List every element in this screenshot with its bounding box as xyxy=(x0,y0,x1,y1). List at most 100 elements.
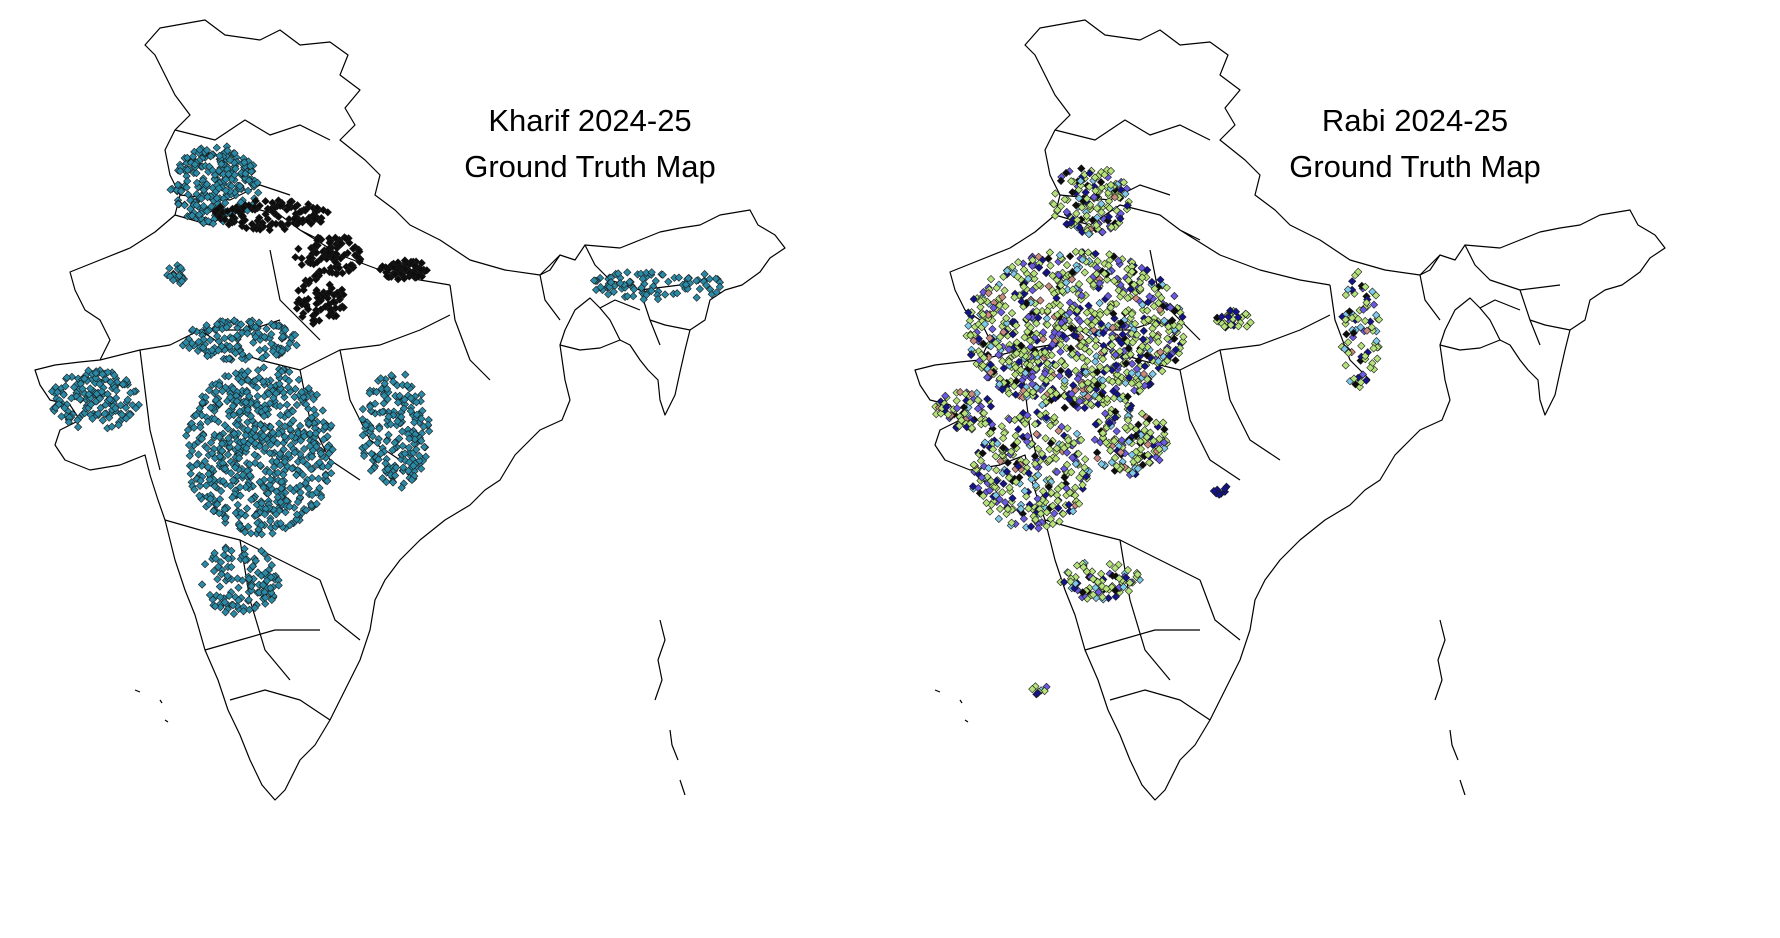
ground-truth-point xyxy=(1092,269,1101,279)
ground-truth-point xyxy=(262,324,271,334)
ground-truth-point xyxy=(1130,386,1139,395)
ground-truth-point xyxy=(936,409,946,418)
ground-truth-point xyxy=(992,476,1001,485)
ground-truth-point xyxy=(75,395,85,404)
ground-truth-point xyxy=(1031,481,1040,490)
ground-truth-point xyxy=(1047,488,1056,497)
ground-truth-point xyxy=(252,383,262,392)
ground-truth-point xyxy=(1154,357,1163,366)
ground-truth-point xyxy=(1367,323,1376,332)
kharif-map-title: Kharif 2024-25 Ground Truth Map xyxy=(420,98,760,190)
ground-truth-point xyxy=(254,588,264,597)
ground-truth-point xyxy=(206,438,216,447)
ground-truth-point xyxy=(176,263,185,272)
ground-truth-point xyxy=(1349,328,1358,338)
ground-truth-point xyxy=(210,482,219,491)
ground-truth-point xyxy=(273,439,282,448)
ground-truth-point xyxy=(1052,490,1062,500)
ground-truth-point xyxy=(1157,293,1166,303)
ground-truth-point xyxy=(647,268,656,277)
ground-truth-point xyxy=(1034,252,1043,261)
ground-truth-point xyxy=(1019,514,1029,523)
ground-truth-point xyxy=(257,530,266,539)
ground-truth-point xyxy=(1060,403,1069,412)
ground-truth-point xyxy=(380,379,389,388)
ground-truth-point xyxy=(221,514,230,523)
ground-truth-point xyxy=(203,351,212,361)
ground-truth-point xyxy=(261,210,270,219)
ground-truth-point xyxy=(1136,430,1146,440)
ground-truth-point xyxy=(1116,209,1125,218)
ground-truth-point xyxy=(986,274,996,284)
ground-truth-point xyxy=(1025,361,1035,370)
ground-truth-point xyxy=(1067,324,1076,333)
ground-truth-point xyxy=(1033,688,1043,698)
ground-truth-point xyxy=(313,236,322,245)
ground-truth-point xyxy=(957,416,966,425)
ground-truth-point xyxy=(1108,323,1117,332)
ground-truth-point xyxy=(1091,317,1100,326)
ground-truth-point xyxy=(290,202,300,212)
ground-truth-point xyxy=(254,373,264,382)
ground-truth-point xyxy=(242,444,251,453)
ground-truth-point xyxy=(227,562,236,572)
ground-truth-point xyxy=(985,507,995,516)
ground-truth-point xyxy=(390,471,400,480)
ground-truth-point xyxy=(1178,312,1187,322)
ground-truth-point xyxy=(1083,392,1093,401)
ground-truth-point xyxy=(237,508,246,518)
ground-truth-point xyxy=(255,225,265,234)
ground-truth-point xyxy=(232,397,242,406)
ground-truth-point xyxy=(311,309,321,318)
ground-truth-point xyxy=(312,299,321,308)
ground-truth-point xyxy=(213,500,222,509)
ground-truth-point xyxy=(93,409,103,418)
ground-truth-point xyxy=(1118,392,1128,401)
ground-truth-point xyxy=(211,602,220,611)
ground-truth-point xyxy=(294,286,303,295)
ground-truth-point xyxy=(304,419,314,428)
ground-truth-point xyxy=(976,456,986,465)
ground-truth-point xyxy=(199,201,208,211)
ground-truth-point xyxy=(336,239,345,248)
ground-truth-point xyxy=(944,410,953,419)
ground-truth-point xyxy=(1171,345,1180,354)
ground-truth-point xyxy=(247,586,256,595)
ground-truth-point xyxy=(1072,209,1081,218)
ground-truth-point xyxy=(105,395,114,404)
ground-truth-point xyxy=(999,479,1008,488)
ground-truth-point xyxy=(334,263,344,273)
ground-truth-point xyxy=(1020,486,1029,496)
ground-truth-point xyxy=(287,431,296,441)
ground-truth-point xyxy=(965,398,975,407)
ground-truth-point xyxy=(259,483,268,492)
ground-truth-point xyxy=(1078,255,1087,264)
ground-truth-point xyxy=(214,346,223,355)
ground-truth-point xyxy=(215,432,224,442)
ground-truth-point xyxy=(998,488,1007,497)
ground-truth-point xyxy=(271,389,281,398)
ground-truth-point xyxy=(1098,354,1108,364)
ground-truth-point xyxy=(282,400,292,409)
ground-truth-point xyxy=(228,493,237,502)
ground-truth-point xyxy=(1094,587,1103,597)
ground-truth-point xyxy=(183,165,192,175)
ground-truth-point xyxy=(980,438,990,447)
ground-truth-point xyxy=(1067,177,1076,186)
ground-truth-point xyxy=(319,205,328,215)
ground-truth-point xyxy=(986,428,995,437)
ground-truth-point xyxy=(1007,447,1016,456)
ground-truth-point xyxy=(265,468,274,477)
ground-truth-point xyxy=(228,601,238,610)
ground-truth-point xyxy=(269,435,278,444)
ground-truth-point xyxy=(318,406,327,415)
ground-truth-point xyxy=(312,390,322,399)
ground-truth-point xyxy=(220,598,229,607)
ground-truth-point xyxy=(398,380,407,390)
ground-truth-point xyxy=(1038,487,1048,496)
ground-truth-point xyxy=(1040,686,1049,696)
ground-truth-point xyxy=(331,233,340,242)
ground-truth-point xyxy=(409,461,418,470)
ground-truth-point xyxy=(208,166,217,175)
ground-truth-point xyxy=(1080,463,1089,472)
